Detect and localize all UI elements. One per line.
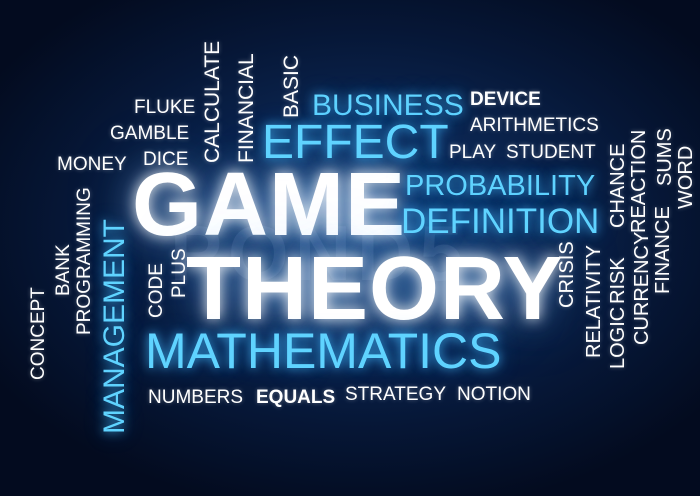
word-play: PLAY xyxy=(449,142,497,163)
word-theory: THEORY xyxy=(186,239,564,339)
word-plus: PLUS xyxy=(169,248,190,298)
word-fluke: FLUKE xyxy=(134,97,196,118)
word-dice: DICE xyxy=(143,149,189,170)
word-strategy: STRATEGY xyxy=(345,384,446,405)
word-arithmetics: ARITHMETICS xyxy=(470,115,599,136)
word-management: MANAGEMENT xyxy=(98,218,131,434)
word-reaction: REACTION xyxy=(628,129,650,233)
watermark: POND5 xyxy=(170,209,469,297)
word-basic: BASIC xyxy=(280,54,303,118)
word-crisis: CRISIS xyxy=(556,241,578,308)
word-game: GAME xyxy=(132,155,406,255)
word-notion: NOTION xyxy=(457,384,531,405)
word-probability: PROBABILITY xyxy=(405,170,596,202)
word-money: MONEY xyxy=(57,154,127,175)
word-bank: BANK xyxy=(53,244,74,296)
word-student: STUDENT xyxy=(506,142,596,163)
word-word: WORD xyxy=(675,145,697,209)
word-risk: RISK xyxy=(607,257,629,304)
word-numbers: NUMBERS xyxy=(148,387,244,408)
word-sums: SUMS xyxy=(654,128,676,186)
word-definition: DEFINITION xyxy=(401,202,600,241)
word-financial: FINANCIAL xyxy=(235,53,258,163)
word-logic: LOGIC xyxy=(607,306,629,369)
word-concept: CONCEPT xyxy=(28,287,49,380)
word-effect: EFFECT xyxy=(262,116,449,169)
word-gamble: GAMBLE xyxy=(110,123,190,144)
word-relativity: RELATIVITY xyxy=(583,245,605,358)
word-calculate: CALCULATE xyxy=(201,40,224,163)
word-currency: CURRENCY xyxy=(631,231,653,345)
word-device: DEVICE xyxy=(470,89,541,110)
word-mathematics: MATHEMATICS xyxy=(145,323,502,379)
word-chance: CHANCE xyxy=(607,143,629,228)
word-business: BUSINESS xyxy=(312,89,464,122)
word-programming: PROGRAMMING xyxy=(74,187,95,335)
word-equals: EQUALS xyxy=(256,387,336,408)
word-code: CODE xyxy=(146,263,167,318)
word-finance: FINANCE xyxy=(652,206,674,294)
